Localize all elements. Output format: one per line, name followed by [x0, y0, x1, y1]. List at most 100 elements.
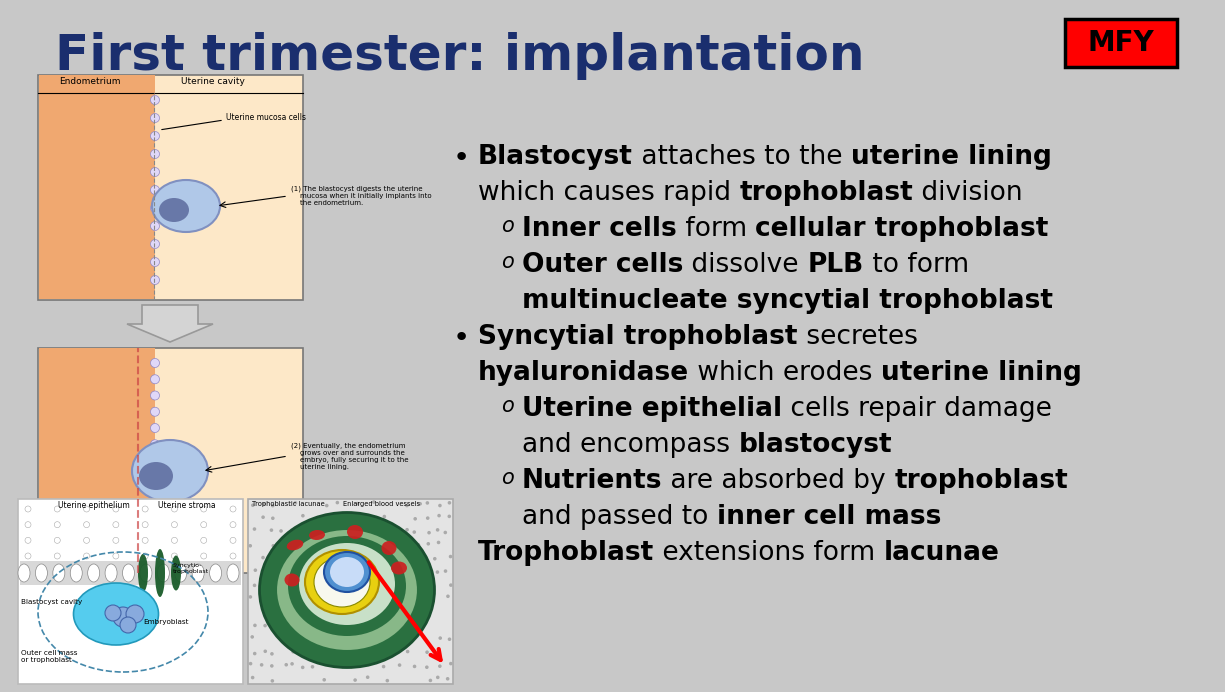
Ellipse shape: [209, 564, 222, 582]
Circle shape: [262, 569, 266, 572]
Circle shape: [252, 527, 256, 531]
Circle shape: [356, 637, 360, 641]
Circle shape: [230, 522, 236, 528]
Text: blastocyst: blastocyst: [739, 432, 892, 458]
Circle shape: [151, 554, 159, 563]
Text: lacunae: lacunae: [883, 540, 1000, 566]
Circle shape: [54, 537, 60, 543]
Circle shape: [292, 558, 295, 562]
Circle shape: [322, 543, 326, 547]
Circle shape: [446, 677, 450, 681]
Circle shape: [436, 675, 440, 679]
Ellipse shape: [288, 536, 405, 636]
Text: uterine lining: uterine lining: [881, 360, 1082, 386]
Text: Uterine stroma: Uterine stroma: [158, 501, 216, 510]
Circle shape: [443, 531, 447, 534]
Text: Trophoblast: Trophoblast: [478, 540, 654, 566]
Circle shape: [355, 502, 359, 505]
Circle shape: [343, 625, 347, 629]
Text: Syncytial trophoblast: Syncytial trophoblast: [478, 324, 797, 350]
Text: Trophoblastic lacunae: Trophoblastic lacunae: [252, 501, 325, 507]
Circle shape: [301, 608, 305, 612]
Circle shape: [315, 651, 318, 655]
Ellipse shape: [138, 462, 173, 490]
Text: Endometrium: Endometrium: [59, 77, 121, 86]
Circle shape: [314, 544, 317, 547]
Circle shape: [331, 624, 334, 628]
Text: and encompass: and encompass: [522, 432, 739, 458]
Circle shape: [405, 611, 409, 614]
Circle shape: [271, 504, 274, 507]
Circle shape: [396, 554, 399, 558]
Circle shape: [83, 553, 89, 559]
Circle shape: [24, 522, 31, 528]
Text: trophoblast: trophoblast: [740, 180, 913, 206]
Circle shape: [305, 554, 309, 558]
Circle shape: [263, 650, 267, 653]
Ellipse shape: [159, 198, 189, 222]
Circle shape: [386, 597, 390, 601]
Circle shape: [151, 537, 159, 546]
Circle shape: [142, 553, 148, 559]
Circle shape: [376, 531, 380, 534]
Circle shape: [251, 676, 255, 680]
Text: division: division: [913, 180, 1023, 206]
Circle shape: [151, 275, 159, 284]
Circle shape: [301, 514, 305, 518]
Ellipse shape: [287, 540, 304, 550]
Circle shape: [151, 521, 159, 530]
Circle shape: [151, 375, 159, 384]
Circle shape: [201, 537, 207, 543]
Circle shape: [301, 649, 305, 653]
Circle shape: [292, 650, 295, 653]
Circle shape: [382, 626, 386, 629]
Text: Embryoblast: Embryoblast: [143, 619, 189, 625]
Circle shape: [321, 517, 325, 520]
Circle shape: [375, 635, 379, 639]
Circle shape: [344, 612, 348, 615]
Ellipse shape: [299, 543, 394, 625]
Circle shape: [201, 506, 207, 512]
Circle shape: [83, 506, 89, 512]
Circle shape: [172, 522, 178, 528]
Circle shape: [301, 531, 305, 534]
Ellipse shape: [323, 552, 370, 592]
Circle shape: [24, 537, 31, 543]
Circle shape: [386, 679, 390, 682]
Ellipse shape: [132, 440, 208, 502]
Circle shape: [284, 636, 287, 639]
Circle shape: [366, 609, 369, 612]
Circle shape: [374, 543, 377, 547]
Circle shape: [292, 584, 295, 588]
Circle shape: [279, 529, 283, 533]
Circle shape: [151, 203, 159, 212]
Circle shape: [432, 557, 436, 561]
Circle shape: [361, 650, 365, 653]
Circle shape: [352, 569, 355, 572]
Text: Uterine epithelial: Uterine epithelial: [522, 396, 782, 422]
Text: secretes: secretes: [797, 324, 918, 350]
Circle shape: [366, 675, 370, 679]
Circle shape: [142, 522, 148, 528]
Circle shape: [54, 506, 60, 512]
Text: MFY: MFY: [1088, 29, 1154, 57]
Ellipse shape: [309, 530, 325, 540]
Circle shape: [345, 556, 349, 559]
Circle shape: [151, 504, 159, 513]
Circle shape: [417, 543, 420, 547]
Bar: [39, 75, 156, 299]
Circle shape: [447, 637, 451, 641]
Ellipse shape: [105, 564, 118, 582]
Circle shape: [151, 391, 159, 400]
Circle shape: [419, 502, 421, 506]
Ellipse shape: [305, 550, 379, 614]
Ellipse shape: [227, 564, 239, 582]
Circle shape: [113, 607, 134, 627]
Circle shape: [151, 185, 159, 194]
Text: which causes rapid: which causes rapid: [478, 180, 740, 206]
Circle shape: [301, 666, 305, 669]
Circle shape: [172, 553, 178, 559]
Circle shape: [281, 625, 284, 628]
Text: o: o: [501, 216, 513, 236]
Circle shape: [447, 501, 451, 504]
